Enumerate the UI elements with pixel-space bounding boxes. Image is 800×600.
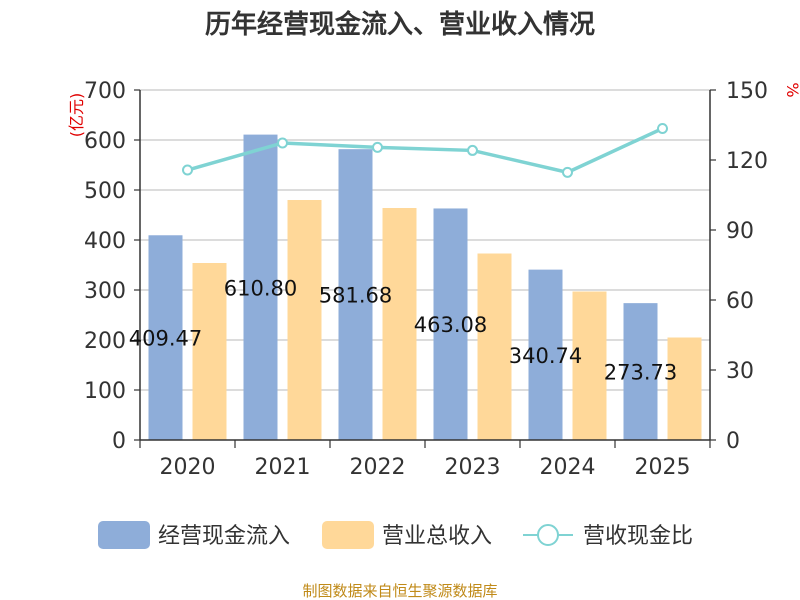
axes: 0 100 200 300 400 500 600 700 0 30 60 90 120 150 2020 2… xyxy=(84,79,768,480)
left-tick-label: 400 xyxy=(84,229,126,254)
legend-label: 经营现金流入 xyxy=(158,524,290,549)
legend-label: 营收现金比 xyxy=(583,524,693,549)
data-label: 581.68 xyxy=(319,284,392,308)
legend-swatch xyxy=(98,521,150,549)
right-tick-label: 0 xyxy=(726,429,740,454)
gridlines xyxy=(140,89,710,391)
left-tick-label: 600 xyxy=(84,129,126,154)
ratio-point xyxy=(277,137,288,149)
bars xyxy=(148,134,702,440)
bar-cash-inflow xyxy=(528,269,563,440)
left-tick-label: 200 xyxy=(84,329,126,354)
data-label: 340.74 xyxy=(509,344,582,368)
bar-revenue xyxy=(287,200,322,440)
legend-swatch xyxy=(322,521,374,549)
legend: 经营现金流入 营业总收入 营收现金比 xyxy=(98,521,693,549)
data-label: 463.08 xyxy=(414,313,487,337)
data-label: 273.73 xyxy=(604,361,677,385)
left-tick-label: 300 xyxy=(84,279,126,304)
ratio-point xyxy=(657,123,668,134)
bar-cash-inflow xyxy=(243,134,278,440)
x-tick-label: 2020 xyxy=(160,455,216,480)
ratio-point xyxy=(562,166,573,178)
x-tick-label: 2022 xyxy=(350,455,406,480)
bar-revenue xyxy=(477,253,512,440)
ratio-point xyxy=(182,164,193,176)
data-labels: 409.47 610.80 581.68 463.08 340.74 273.73 xyxy=(129,276,677,384)
right-tick-label: 90 xyxy=(726,219,754,244)
x-tick-label: 2023 xyxy=(445,455,501,480)
right-tick-label: 120 xyxy=(726,149,768,174)
left-tick-label: 500 xyxy=(84,179,126,204)
right-tick-label: 30 xyxy=(726,359,754,384)
ratio-line xyxy=(182,123,668,178)
bar-cash-inflow xyxy=(148,235,183,440)
bar-cash-inflow xyxy=(623,303,658,440)
ratio-point xyxy=(467,144,478,156)
x-tick-label: 2021 xyxy=(255,455,311,480)
legend-marker xyxy=(537,524,559,546)
left-axis-unit: (亿元) xyxy=(67,93,86,138)
bar-revenue xyxy=(382,208,417,440)
data-label: 610.80 xyxy=(224,276,297,300)
left-tick-label: 100 xyxy=(84,379,126,404)
ratio-point xyxy=(372,141,383,153)
ratio-line-path xyxy=(187,126,664,175)
right-tick-label: 150 xyxy=(726,79,768,104)
left-tick-label: 700 xyxy=(84,79,126,104)
bar-revenue xyxy=(572,291,607,440)
data-label: 409.47 xyxy=(129,327,202,351)
source-note: 制图数据来自恒生聚源数据库 xyxy=(302,582,497,600)
chart-title: 历年经营现金流入、营业收入情况 xyxy=(205,9,595,40)
bar-revenue xyxy=(192,263,227,440)
bar-cash-inflow xyxy=(433,208,468,440)
right-axis-unit: % xyxy=(783,82,800,97)
bar-revenue xyxy=(667,337,702,440)
left-tick-label: 0 xyxy=(112,429,126,454)
right-tick-label: 60 xyxy=(726,289,754,314)
legend-label: 营业总收入 xyxy=(382,524,492,549)
x-tick-label: 2025 xyxy=(635,455,691,480)
x-tick-label: 2024 xyxy=(540,455,596,480)
bar-cash-inflow xyxy=(338,149,373,440)
